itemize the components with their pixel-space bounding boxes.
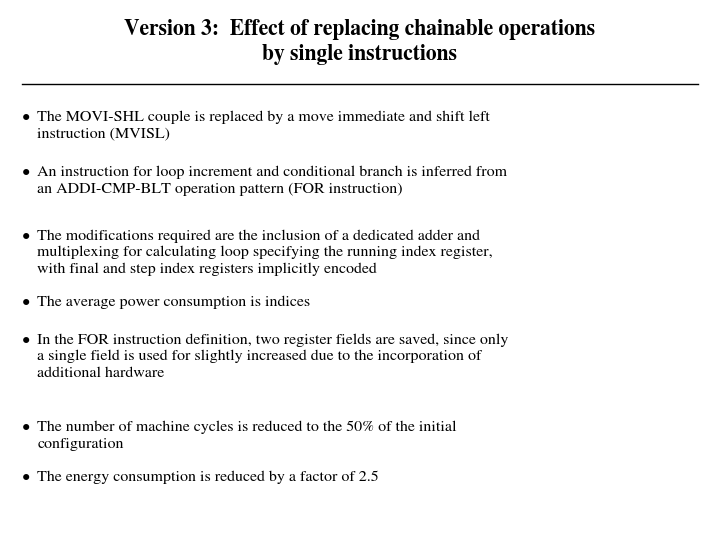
Text: Version 3:  Effect of replacing chainable operations
by single instructions: Version 3: Effect of replacing chainable… <box>125 19 595 65</box>
Text: The modifications required are the inclusion of a dedicated adder and
multiplexi: The modifications required are the inclu… <box>37 230 493 276</box>
Text: •: • <box>22 421 30 434</box>
Text: The average power consumption is indices: The average power consumption is indices <box>37 296 310 309</box>
Text: •: • <box>22 333 30 347</box>
Text: •: • <box>22 166 30 179</box>
Text: The MOVI-SHL couple is replaced by a move immediate and shift left
instruction (: The MOVI-SHL couple is replaced by a mov… <box>37 111 490 140</box>
Text: •: • <box>22 296 30 309</box>
Text: An instruction for loop increment and conditional branch is inferred from
an ADD: An instruction for loop increment and co… <box>37 166 508 195</box>
Text: •: • <box>22 230 30 243</box>
Text: •: • <box>22 471 30 484</box>
Text: •: • <box>22 111 30 124</box>
Text: The number of machine cycles is reduced to the 50% of the initial
configuration: The number of machine cycles is reduced … <box>37 421 457 450</box>
Text: In the FOR instruction definition, two register fields are saved, since only
a s: In the FOR instruction definition, two r… <box>37 333 509 380</box>
Text: The energy consumption is reduced by a factor of 2.5: The energy consumption is reduced by a f… <box>37 471 379 484</box>
